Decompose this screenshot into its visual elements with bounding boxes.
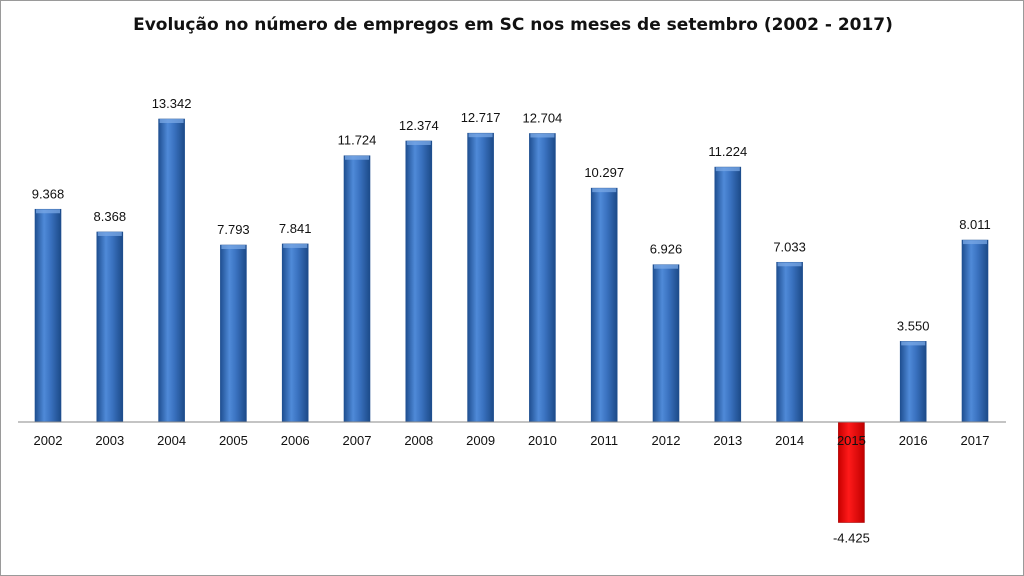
data-label-2013: 11.224 <box>708 144 747 159</box>
data-label-2007: 11.724 <box>338 133 377 148</box>
bar-cap-2008 <box>406 140 431 145</box>
x-tick-label-2004: 2004 <box>157 433 186 448</box>
x-tick-label-2016: 2016 <box>899 433 928 448</box>
x-tick-label-2011: 2011 <box>590 433 618 448</box>
bar-2006 <box>281 243 309 423</box>
labels-group: 9.368 2002 8.368 2003 13.342 2004 7.793 2005 7.8… <box>32 96 991 545</box>
bar-2009 <box>467 132 494 423</box>
data-label-2015: -4.425 <box>833 530 870 545</box>
bar-cap-2010 <box>530 133 555 138</box>
x-tick-label-2009: 2009 <box>466 433 495 448</box>
bar-cap-2016 <box>901 341 926 346</box>
data-label-2016: 3.550 <box>897 318 930 333</box>
x-tick-label-2014: 2014 <box>775 433 804 448</box>
data-label-2006: 7.841 <box>279 221 312 236</box>
x-tick-label-2015: 2015 <box>837 433 866 448</box>
bar-cap-2014 <box>777 262 802 267</box>
bar-cap-2012 <box>654 264 678 269</box>
bar-2017 <box>961 239 989 423</box>
x-tick-label-2003: 2003 <box>95 433 124 448</box>
bar-2015 <box>838 421 865 523</box>
bar-2002 <box>34 208 62 423</box>
x-tick-label-2008: 2008 <box>404 433 433 448</box>
x-tick-label-2007: 2007 <box>343 433 372 448</box>
data-label-2005: 7.793 <box>217 222 250 237</box>
bar-cap-2011 <box>592 188 617 193</box>
bar-2011 <box>590 187 618 423</box>
bar-2008 <box>405 140 433 423</box>
data-label-2011: 10.297 <box>584 165 624 180</box>
x-tick-label-2010: 2010 <box>528 433 557 448</box>
bar-2003 <box>96 231 124 423</box>
bar-2005 <box>220 244 247 423</box>
bar-2012 <box>652 264 680 423</box>
bar-cap-2003 <box>97 231 122 236</box>
data-label-2009: 12.717 <box>461 110 501 125</box>
bar-2013 <box>714 166 742 423</box>
bar-cap-2006 <box>283 243 308 248</box>
bar-cap-2017 <box>963 240 987 245</box>
data-label-2008: 12.374 <box>399 118 439 133</box>
bar-cap-2007 <box>345 155 369 160</box>
data-label-2017: 8.011 <box>959 217 991 232</box>
x-tick-label-2006: 2006 <box>281 433 310 448</box>
bar-cap-2013 <box>715 167 740 172</box>
bar-2010 <box>529 133 556 423</box>
bar-2016 <box>899 341 927 423</box>
data-label-2010: 12.704 <box>523 110 563 125</box>
bar-2014 <box>776 261 803 423</box>
x-tick-label-2013: 2013 <box>713 433 742 448</box>
x-tick-label-2002: 2002 <box>34 433 63 448</box>
data-label-2002: 9.368 <box>32 186 65 201</box>
bar-cap-2009 <box>468 133 493 138</box>
x-tick-label-2012: 2012 <box>652 433 681 448</box>
data-label-2014: 7.033 <box>773 239 806 254</box>
data-label-2012: 6.926 <box>650 242 683 257</box>
bar-2007 <box>343 155 371 423</box>
bars-group <box>34 118 989 523</box>
x-tick-label-2017: 2017 <box>961 433 990 448</box>
data-label-2004: 13.342 <box>152 96 192 111</box>
bar-cap-2002 <box>36 209 60 214</box>
bar-2004 <box>158 118 185 423</box>
chart-title: Evolução no número de empregos em SC nos… <box>133 15 893 35</box>
data-label-2003: 8.368 <box>94 209 127 224</box>
x-tick-label-2005: 2005 <box>219 433 248 448</box>
bar-cap-2005 <box>221 245 246 250</box>
bar-cap-2004 <box>159 119 184 123</box>
